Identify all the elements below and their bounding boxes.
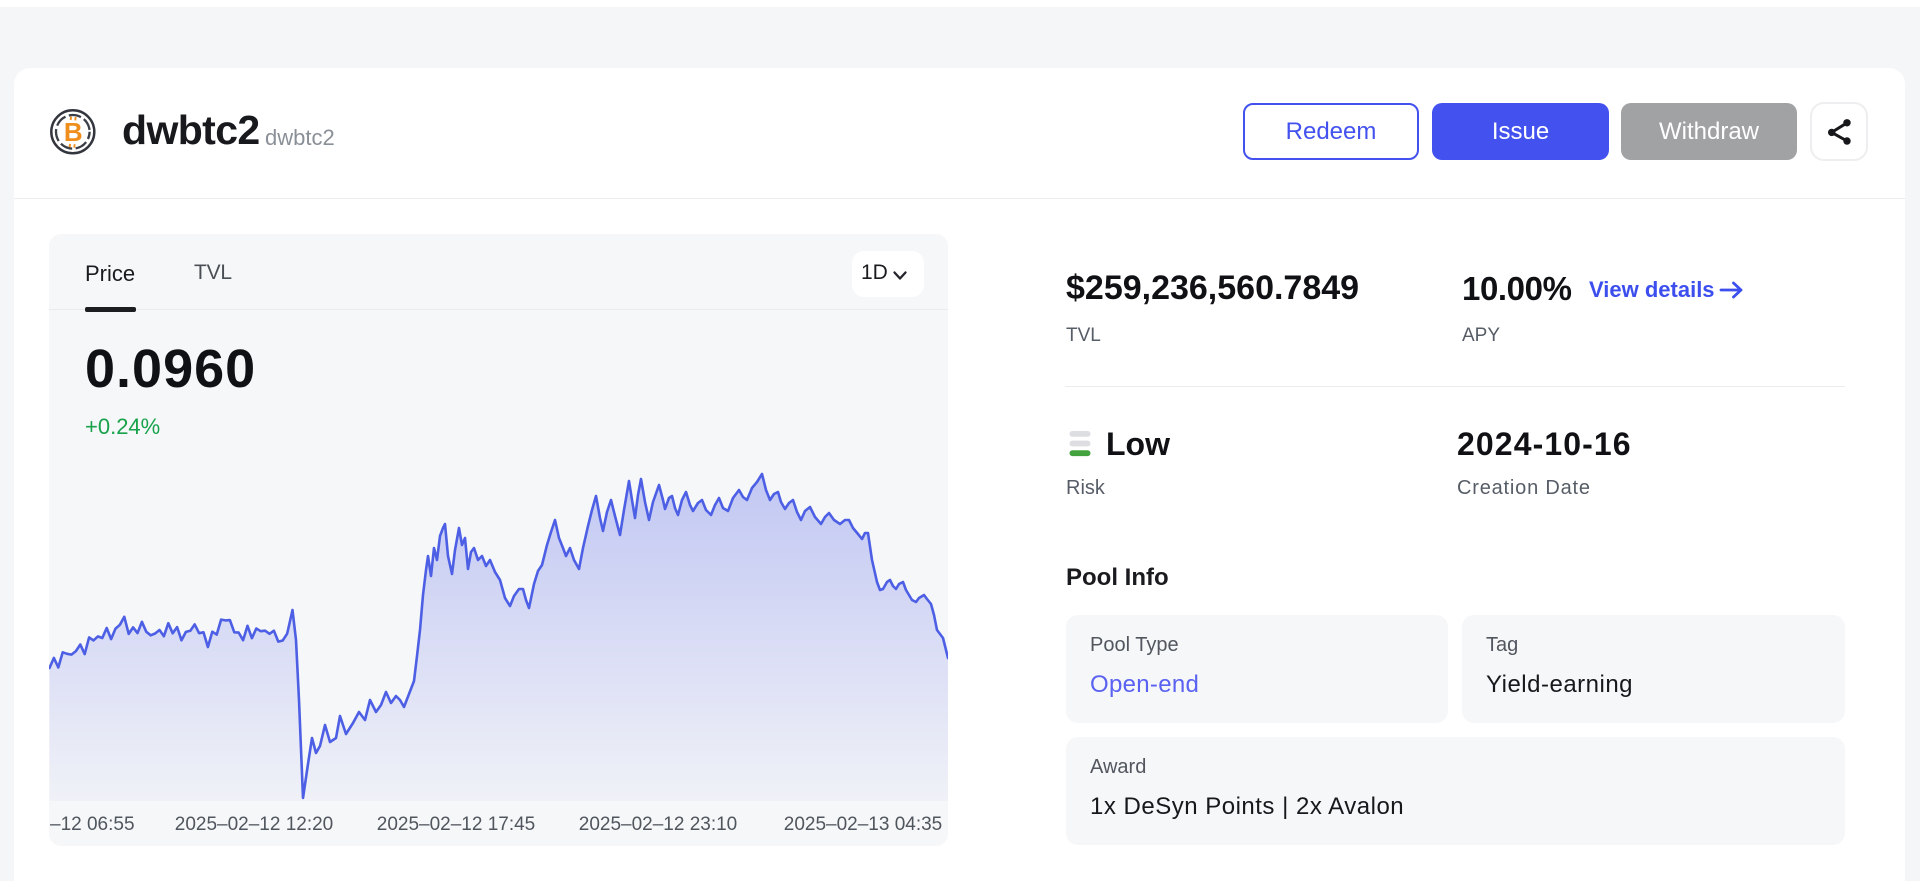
svg-text:B: B	[64, 117, 83, 147]
